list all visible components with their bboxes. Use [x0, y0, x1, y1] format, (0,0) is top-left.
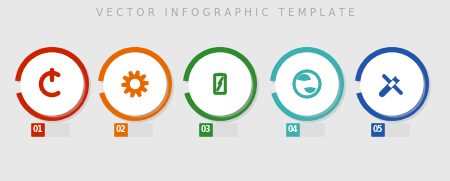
FancyBboxPatch shape [42, 123, 70, 137]
Text: 02: 02 [116, 125, 126, 134]
Wedge shape [355, 47, 429, 121]
Wedge shape [357, 49, 431, 123]
Circle shape [276, 53, 338, 115]
Wedge shape [304, 87, 316, 93]
Wedge shape [98, 47, 172, 121]
Text: 01: 01 [33, 125, 43, 134]
Circle shape [361, 53, 423, 115]
Wedge shape [17, 49, 91, 123]
Wedge shape [100, 49, 174, 123]
Text: V E C T O R   I N F O G R A P H I C   T E M P L A T E: V E C T O R I N F O G R A P H I C T E M … [95, 8, 355, 18]
Circle shape [106, 55, 168, 117]
Circle shape [363, 55, 425, 117]
FancyBboxPatch shape [297, 123, 325, 137]
Circle shape [104, 53, 166, 115]
Circle shape [396, 71, 405, 79]
FancyBboxPatch shape [217, 73, 223, 75]
FancyBboxPatch shape [371, 123, 385, 137]
Text: 04: 04 [288, 125, 298, 134]
FancyBboxPatch shape [382, 123, 410, 137]
Circle shape [130, 79, 140, 89]
FancyBboxPatch shape [286, 123, 300, 137]
Circle shape [189, 53, 251, 115]
Circle shape [278, 55, 340, 117]
Circle shape [23, 55, 85, 117]
Wedge shape [297, 74, 311, 81]
Polygon shape [122, 71, 148, 97]
Circle shape [191, 55, 253, 117]
Wedge shape [15, 47, 89, 121]
Wedge shape [272, 49, 346, 123]
Text: 05: 05 [373, 125, 383, 134]
FancyBboxPatch shape [31, 123, 45, 137]
Wedge shape [183, 47, 257, 121]
Wedge shape [270, 47, 344, 121]
Circle shape [21, 53, 83, 115]
FancyBboxPatch shape [210, 123, 238, 137]
Wedge shape [185, 49, 259, 123]
FancyBboxPatch shape [114, 123, 128, 137]
FancyBboxPatch shape [125, 123, 153, 137]
Text: 03: 03 [201, 125, 211, 134]
FancyBboxPatch shape [199, 123, 213, 137]
